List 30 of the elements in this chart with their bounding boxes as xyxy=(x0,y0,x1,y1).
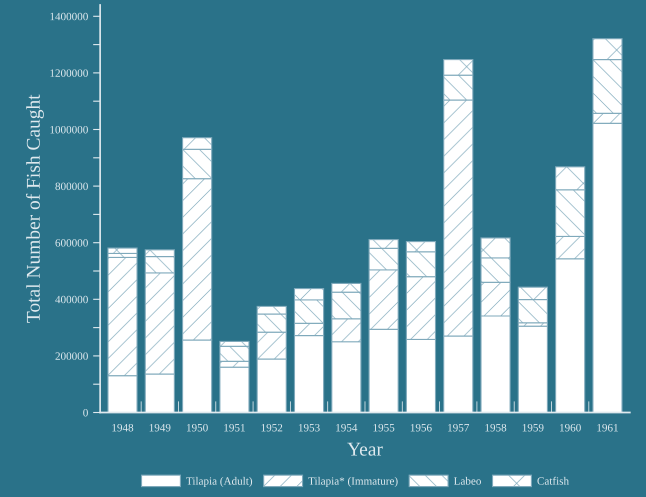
x-tick-label: 1955 xyxy=(374,424,394,432)
legend-label: Tilapia (Adult) xyxy=(186,476,252,487)
y-tick-label: 0 xyxy=(83,408,88,416)
bar xyxy=(518,326,548,413)
x-tick-label: 1959 xyxy=(522,424,544,432)
x-tick-label: 1954 xyxy=(336,424,358,432)
legend-label: Labeo xyxy=(454,476,481,485)
y-tick-label: 400000 xyxy=(55,296,88,304)
y-tick-label: 1400000 xyxy=(50,12,88,20)
x-tick-label: 1958 xyxy=(485,424,506,432)
bar xyxy=(107,248,138,254)
x-tick-label: 1950 xyxy=(186,424,208,432)
x-tick-label: 1957 xyxy=(448,424,470,432)
y-tick-label: 1000000 xyxy=(50,126,88,134)
x-tick-label: 1953 xyxy=(298,424,320,432)
x-axis-title: Year xyxy=(347,442,383,456)
x-tick-label: 1961 xyxy=(597,424,618,432)
y-tick-label: 600000 xyxy=(55,239,88,247)
y-tick-label: 800000 xyxy=(55,182,88,190)
x-tick-label: 1952 xyxy=(262,424,282,432)
x-tick-label: 1949 xyxy=(150,424,170,432)
x-tick-label: 1960 xyxy=(560,424,581,432)
y-tick-label: 1200000 xyxy=(50,69,88,77)
y-axis-title: Total Number of Fish Caught xyxy=(26,94,44,323)
y-tick-label: 200000 xyxy=(55,352,88,360)
legend-label: Tilapia* (Immature) xyxy=(308,476,398,487)
x-tick-label: 1948 xyxy=(112,424,134,432)
x-tick-label: 1951 xyxy=(224,424,245,432)
x-tick-label: 1956 xyxy=(410,424,432,432)
legend-label: Catfish xyxy=(537,476,569,485)
